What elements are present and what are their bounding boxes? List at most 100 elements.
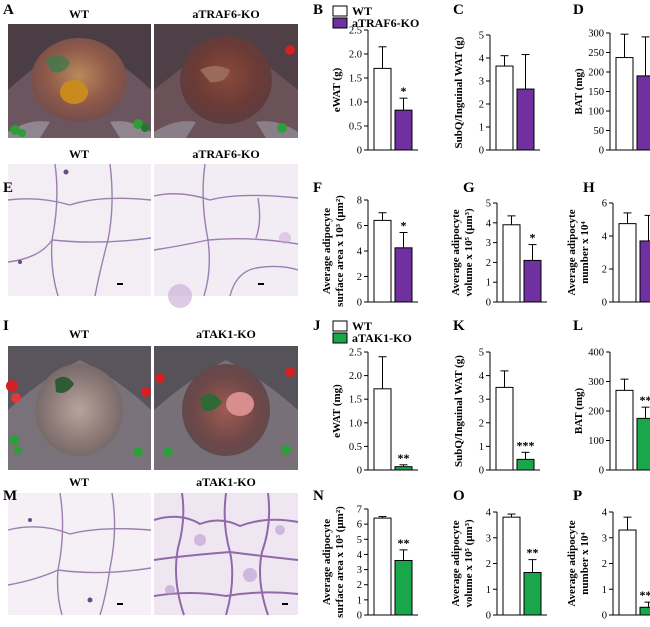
photo-I-wt [6, 346, 151, 470]
y-tick-label-K-0: 0 [479, 466, 484, 477]
bar-J-ko [394, 466, 413, 471]
chart-B: 0 0.5 1.0 1.5 2.0 2.5 eWAT (g) * [331, 26, 418, 157]
legend-swatch-wt-bottom [332, 320, 348, 332]
panel-letter-D: D [573, 2, 584, 18]
bar-P-wt [618, 529, 637, 616]
y-tick-label-G-1: 1 [486, 278, 491, 289]
legend-label-ko-top: aTRAF6-KO [352, 16, 419, 30]
y-tick-label-C-4: 4 [479, 54, 485, 65]
panel-letter-L: L [573, 318, 583, 334]
panel-letter-A: A [3, 2, 14, 18]
legend-swatch-wt-top [332, 5, 348, 17]
y-tick-label-F-1: 2 [357, 272, 362, 283]
y-tick-label-B-2: 1.0 [349, 98, 362, 109]
y-tick-label-J-2: 1.0 [349, 418, 362, 429]
y-tick-label-C-2: 2 [479, 100, 484, 111]
y-axis-title-B: eWAT (g) [331, 67, 343, 112]
photo-A-wt [8, 24, 151, 138]
y-tick-label-D-0: 0 [599, 146, 604, 157]
significance-L: ** [640, 393, 650, 407]
legend-top: WT aTRAF6-KO [332, 4, 419, 30]
significance-O: ** [527, 546, 539, 560]
photo-label-E-ko: aTRAF6-KO [192, 147, 259, 161]
legend-label-wt-top: WT [352, 4, 372, 18]
y-tick-label-O-0: 0 [486, 611, 491, 622]
legend-swatch-ko-top [332, 17, 348, 29]
bar-C-wt [495, 65, 514, 151]
y-tick-label-O-4: 4 [486, 508, 492, 519]
y-tick-label-D-6: 300 [588, 29, 604, 40]
panel-letter-K: K [453, 318, 465, 334]
y-tick-label-B-5: 2.5 [349, 26, 362, 37]
y-tick-label-L-1: 100 [588, 436, 604, 447]
bar-F-wt [373, 219, 392, 303]
chart-L: 0 100 200 300 400 BAT (mg) ** [573, 348, 650, 477]
y-tick-label-D-2: 100 [588, 107, 604, 118]
photo-label-M-ko: aTAK1-KO [196, 475, 256, 489]
y-tick-label-N-5: 5 [357, 535, 362, 546]
y-axis-title-P-1: number x 10⁴ [579, 532, 591, 595]
panel-letter-H: H [583, 180, 595, 196]
y-axis-title-L: BAT (mg) [573, 387, 585, 434]
panel-letter-P: P [573, 488, 582, 504]
significance-G: * [530, 231, 536, 245]
y-axis-title-C: SubQ/Inguinal WAT (g) [453, 36, 465, 148]
bar-K-wt [495, 386, 514, 471]
bar-O-wt [502, 516, 521, 616]
y-tick-label-F-3: 6 [357, 221, 362, 232]
y-tick-label-D-5: 250 [588, 48, 604, 59]
photo-label-E-wt: WT [69, 147, 89, 161]
y-axis-title-F-1: surface area x 10³ (μm²) [334, 195, 346, 307]
y-axis-title-N-1: surface area x 10³ (μm²) [334, 506, 346, 618]
y-axis-title-D: BAT (mg) [573, 68, 585, 115]
chart-K: 0 1 2 3 4 5 SubQ/Inguinal WAT (g) *** [453, 348, 540, 477]
chart-O: 0 1 2 3 4 Average adipocyte volume x 10⁵ (μm³)… [450, 508, 547, 622]
y-axis-title-J: eWAT (mg) [331, 384, 343, 438]
y-tick-label-F-0: 0 [357, 298, 362, 309]
y-tick-label-J-1: 0.5 [349, 442, 362, 453]
y-tick-label-O-1: 1 [486, 585, 491, 596]
bar-G-wt [502, 224, 521, 303]
photo-M-wt [7, 492, 152, 616]
y-axis-title-H-0: Average adipocyte [566, 209, 578, 295]
y-tick-label-C-3: 3 [479, 77, 484, 88]
y-axis-title-N-0: Average adipocyte [321, 519, 333, 605]
y-tick-label-B-3: 1.5 [349, 74, 362, 85]
y-tick-label-K-2: 2 [479, 418, 484, 429]
y-tick-label-H-0: 0 [602, 298, 607, 309]
chart-F: 0 2 4 6 8 Average adipocyte surface area x 10³… [321, 195, 418, 309]
y-tick-label-N-2: 2 [357, 580, 362, 591]
legend-label-ko-bottom: aTAK1-KO [352, 331, 412, 345]
y-tick-label-D-1: 50 [594, 126, 605, 137]
bar-D-ko [636, 75, 650, 151]
y-axis-title-O-0: Average adipocyte [450, 520, 462, 606]
significance-F: * [401, 219, 407, 233]
panel-letter-N: N [313, 488, 324, 504]
panel-letter-C: C [453, 2, 464, 18]
bar-H-ko [639, 240, 650, 303]
y-tick-label-J-4: 2.0 [349, 371, 362, 382]
photo-E-wt [7, 163, 152, 297]
photo-A-ko [154, 24, 298, 138]
bar-N-wt [373, 517, 392, 616]
panel-letter-B: B [313, 2, 323, 18]
y-tick-label-J-3: 1.5 [349, 395, 362, 406]
y-tick-label-L-2: 200 [588, 407, 604, 418]
y-tick-label-P-0: 0 [602, 611, 607, 622]
bar-C-ko [516, 88, 535, 151]
legend-label-wt-bottom: WT [352, 319, 372, 333]
bar-N-ko [394, 559, 413, 616]
panel-letter-G: G [463, 180, 475, 196]
y-tick-label-C-5: 5 [479, 31, 484, 42]
photo-M-ko [153, 492, 299, 616]
significance-N: ** [398, 536, 410, 550]
bar-P-ko [639, 606, 650, 616]
y-axis-title-G-1: volume x 10⁵ (μm³) [463, 208, 475, 297]
y-axis-title-K: SubQ/Inguinal WAT (g) [453, 355, 465, 467]
y-tick-label-J-0: 0 [357, 466, 362, 477]
significance-P: *** [640, 588, 650, 602]
photo-label-M-wt: WT [69, 475, 89, 489]
y-tick-label-G-3: 3 [486, 238, 491, 249]
bar-L-wt [615, 389, 634, 471]
